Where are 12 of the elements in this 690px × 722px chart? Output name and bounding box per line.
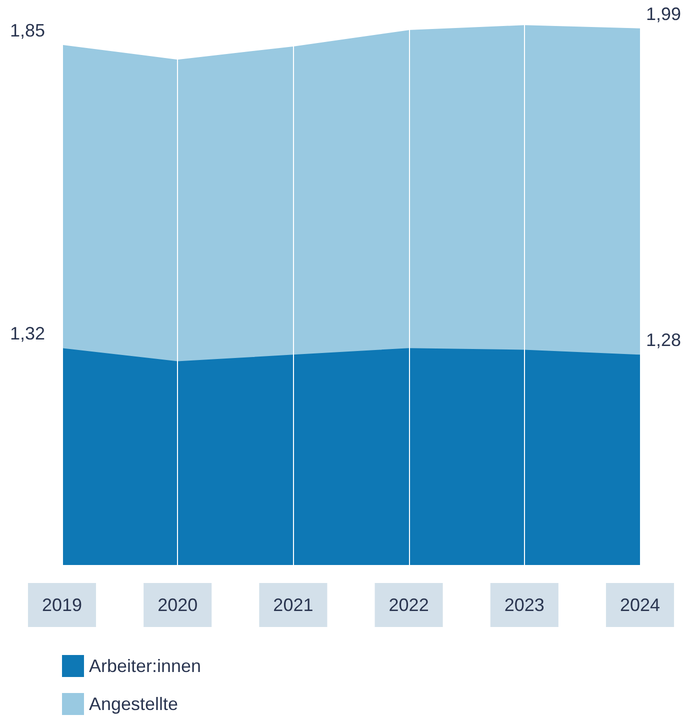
x-tick-label: 2023 xyxy=(504,595,544,615)
x-tick-label: 2022 xyxy=(388,595,429,615)
legend-label: Arbeiter:innen xyxy=(89,656,202,676)
x-tick-label: 2020 xyxy=(158,595,198,615)
legend-label: Angestellte xyxy=(89,694,178,714)
x-tick-label: 2024 xyxy=(620,595,660,615)
data-label: 1,85 xyxy=(10,20,46,40)
x-tick-label: 2019 xyxy=(42,595,82,615)
x-tick-label: 2021 xyxy=(273,595,314,615)
data-label: 1,32 xyxy=(10,324,46,344)
data-label: 1,99 xyxy=(646,4,682,24)
data-label: 1,28 xyxy=(646,330,682,350)
